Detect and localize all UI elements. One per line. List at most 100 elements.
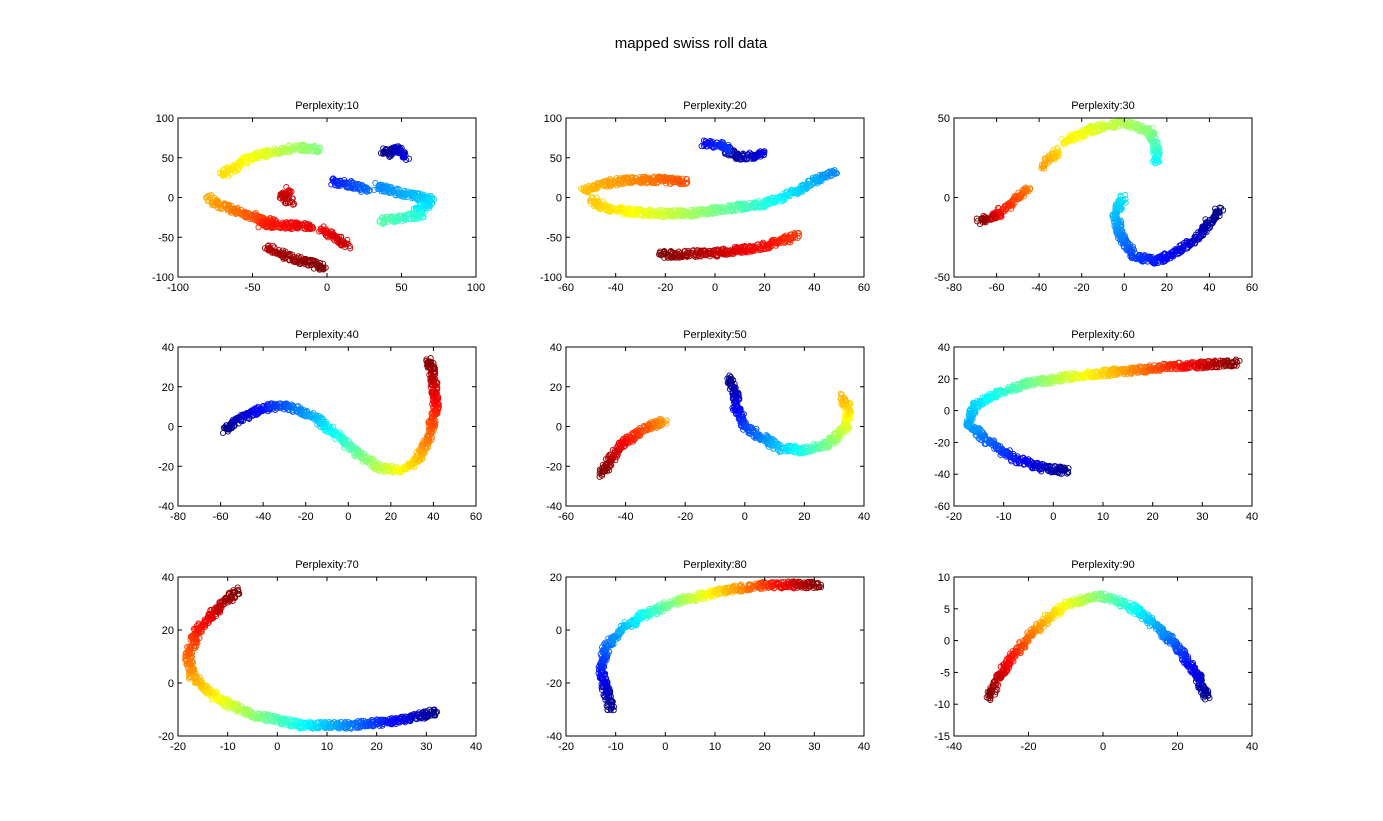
data-point	[428, 436, 435, 443]
data-point	[358, 188, 365, 195]
data-point	[389, 187, 396, 194]
data-point	[1010, 455, 1017, 462]
data-point	[329, 431, 336, 438]
data-point	[759, 149, 767, 156]
x-tick-label: -20	[677, 511, 693, 523]
data-point	[602, 202, 609, 209]
data-point	[842, 396, 849, 403]
data-point	[363, 457, 370, 464]
data-point	[1117, 204, 1124, 212]
y-tick-label: -100	[540, 272, 562, 284]
y-tick-label: 40	[550, 342, 562, 354]
x-tick-label: 20	[759, 282, 771, 294]
data-point	[700, 142, 707, 150]
data-point	[412, 204, 420, 211]
data-point	[291, 200, 298, 208]
scatter-points	[578, 137, 840, 261]
data-point	[845, 408, 852, 415]
data-point	[725, 146, 732, 153]
data-point	[675, 179, 683, 186]
scatter-points	[596, 372, 855, 480]
data-point	[1053, 149, 1060, 156]
x-tick-label: -20	[1074, 282, 1090, 294]
data-point	[320, 264, 327, 271]
x-tick-label: -80	[946, 282, 962, 294]
data-point	[260, 222, 267, 229]
data-point	[250, 156, 258, 163]
x-tick-label: -80	[170, 511, 186, 523]
data-point	[410, 216, 417, 223]
data-point	[394, 147, 401, 154]
data-point	[206, 194, 213, 201]
data-point	[408, 210, 415, 217]
y-tick-label: 0	[944, 193, 950, 205]
x-tick-label: 60	[858, 282, 870, 294]
data-point	[425, 436, 432, 443]
data-point	[721, 142, 728, 149]
data-point	[676, 252, 683, 259]
data-point	[340, 440, 347, 447]
data-point	[589, 194, 596, 201]
subplot-title: Perplexity:40	[295, 329, 359, 341]
data-point	[1023, 188, 1030, 195]
data-point	[1039, 164, 1046, 171]
data-point	[396, 213, 403, 220]
data-point	[749, 200, 756, 207]
data-point	[1146, 125, 1153, 132]
data-point	[594, 181, 602, 188]
data-point	[731, 203, 738, 210]
data-point	[692, 253, 699, 260]
data-point	[1060, 139, 1067, 146]
data-point	[603, 468, 611, 475]
axes-frame	[953, 117, 1253, 278]
data-point	[717, 207, 724, 214]
data-point	[584, 187, 591, 194]
data-point	[290, 201, 297, 208]
x-tick-label: 0	[742, 511, 748, 523]
x-tick-label: -50	[245, 282, 261, 294]
data-point	[988, 212, 995, 219]
x-tick-label: -60	[989, 282, 1005, 294]
subplot-6: Perplexity:60-20 -10 0 10 20 30 40-60-40-20020…	[934, 329, 1258, 523]
data-point	[683, 180, 690, 187]
data-point	[243, 410, 250, 417]
x-tick-label: -20	[657, 282, 673, 294]
subplot-title: Perplexity:30	[1071, 100, 1135, 112]
data-point	[812, 175, 819, 182]
data-point	[1120, 196, 1127, 203]
data-point	[222, 171, 229, 178]
data-point	[431, 369, 438, 376]
data-point	[810, 176, 817, 183]
subplot-title: Perplexity:50	[683, 329, 747, 341]
data-point	[1139, 123, 1146, 130]
y-tick-label: 0	[168, 193, 174, 205]
x-tick-label: 0	[324, 282, 330, 294]
data-point	[838, 395, 845, 402]
data-point	[818, 171, 825, 178]
y-tick-label: 0	[556, 422, 562, 434]
data-point	[310, 265, 317, 272]
data-point	[363, 187, 370, 194]
x-tick-label: 40	[858, 511, 870, 523]
data-point	[1117, 223, 1124, 230]
x-tick-label: 0	[345, 511, 351, 523]
y-tick-label: 50	[938, 113, 950, 125]
data-point	[596, 473, 603, 480]
data-point	[729, 393, 737, 400]
data-point	[408, 460, 415, 467]
subplot-4: Perplexity:40-80 -60 -40 -20 0 20 40 60-40-2002…	[158, 329, 482, 523]
data-point	[289, 199, 296, 206]
data-point	[1150, 260, 1157, 267]
scatter-points	[202, 141, 437, 273]
scatter-points	[963, 356, 1243, 477]
data-point	[1052, 467, 1059, 475]
data-point	[309, 412, 316, 419]
data-point	[219, 429, 227, 437]
data-point	[1211, 215, 1218, 222]
x-tick-label: 60	[1246, 282, 1258, 294]
y-tick-label: 100	[544, 113, 562, 125]
subplot-title: Perplexity:20	[683, 100, 747, 112]
data-point	[591, 199, 598, 206]
